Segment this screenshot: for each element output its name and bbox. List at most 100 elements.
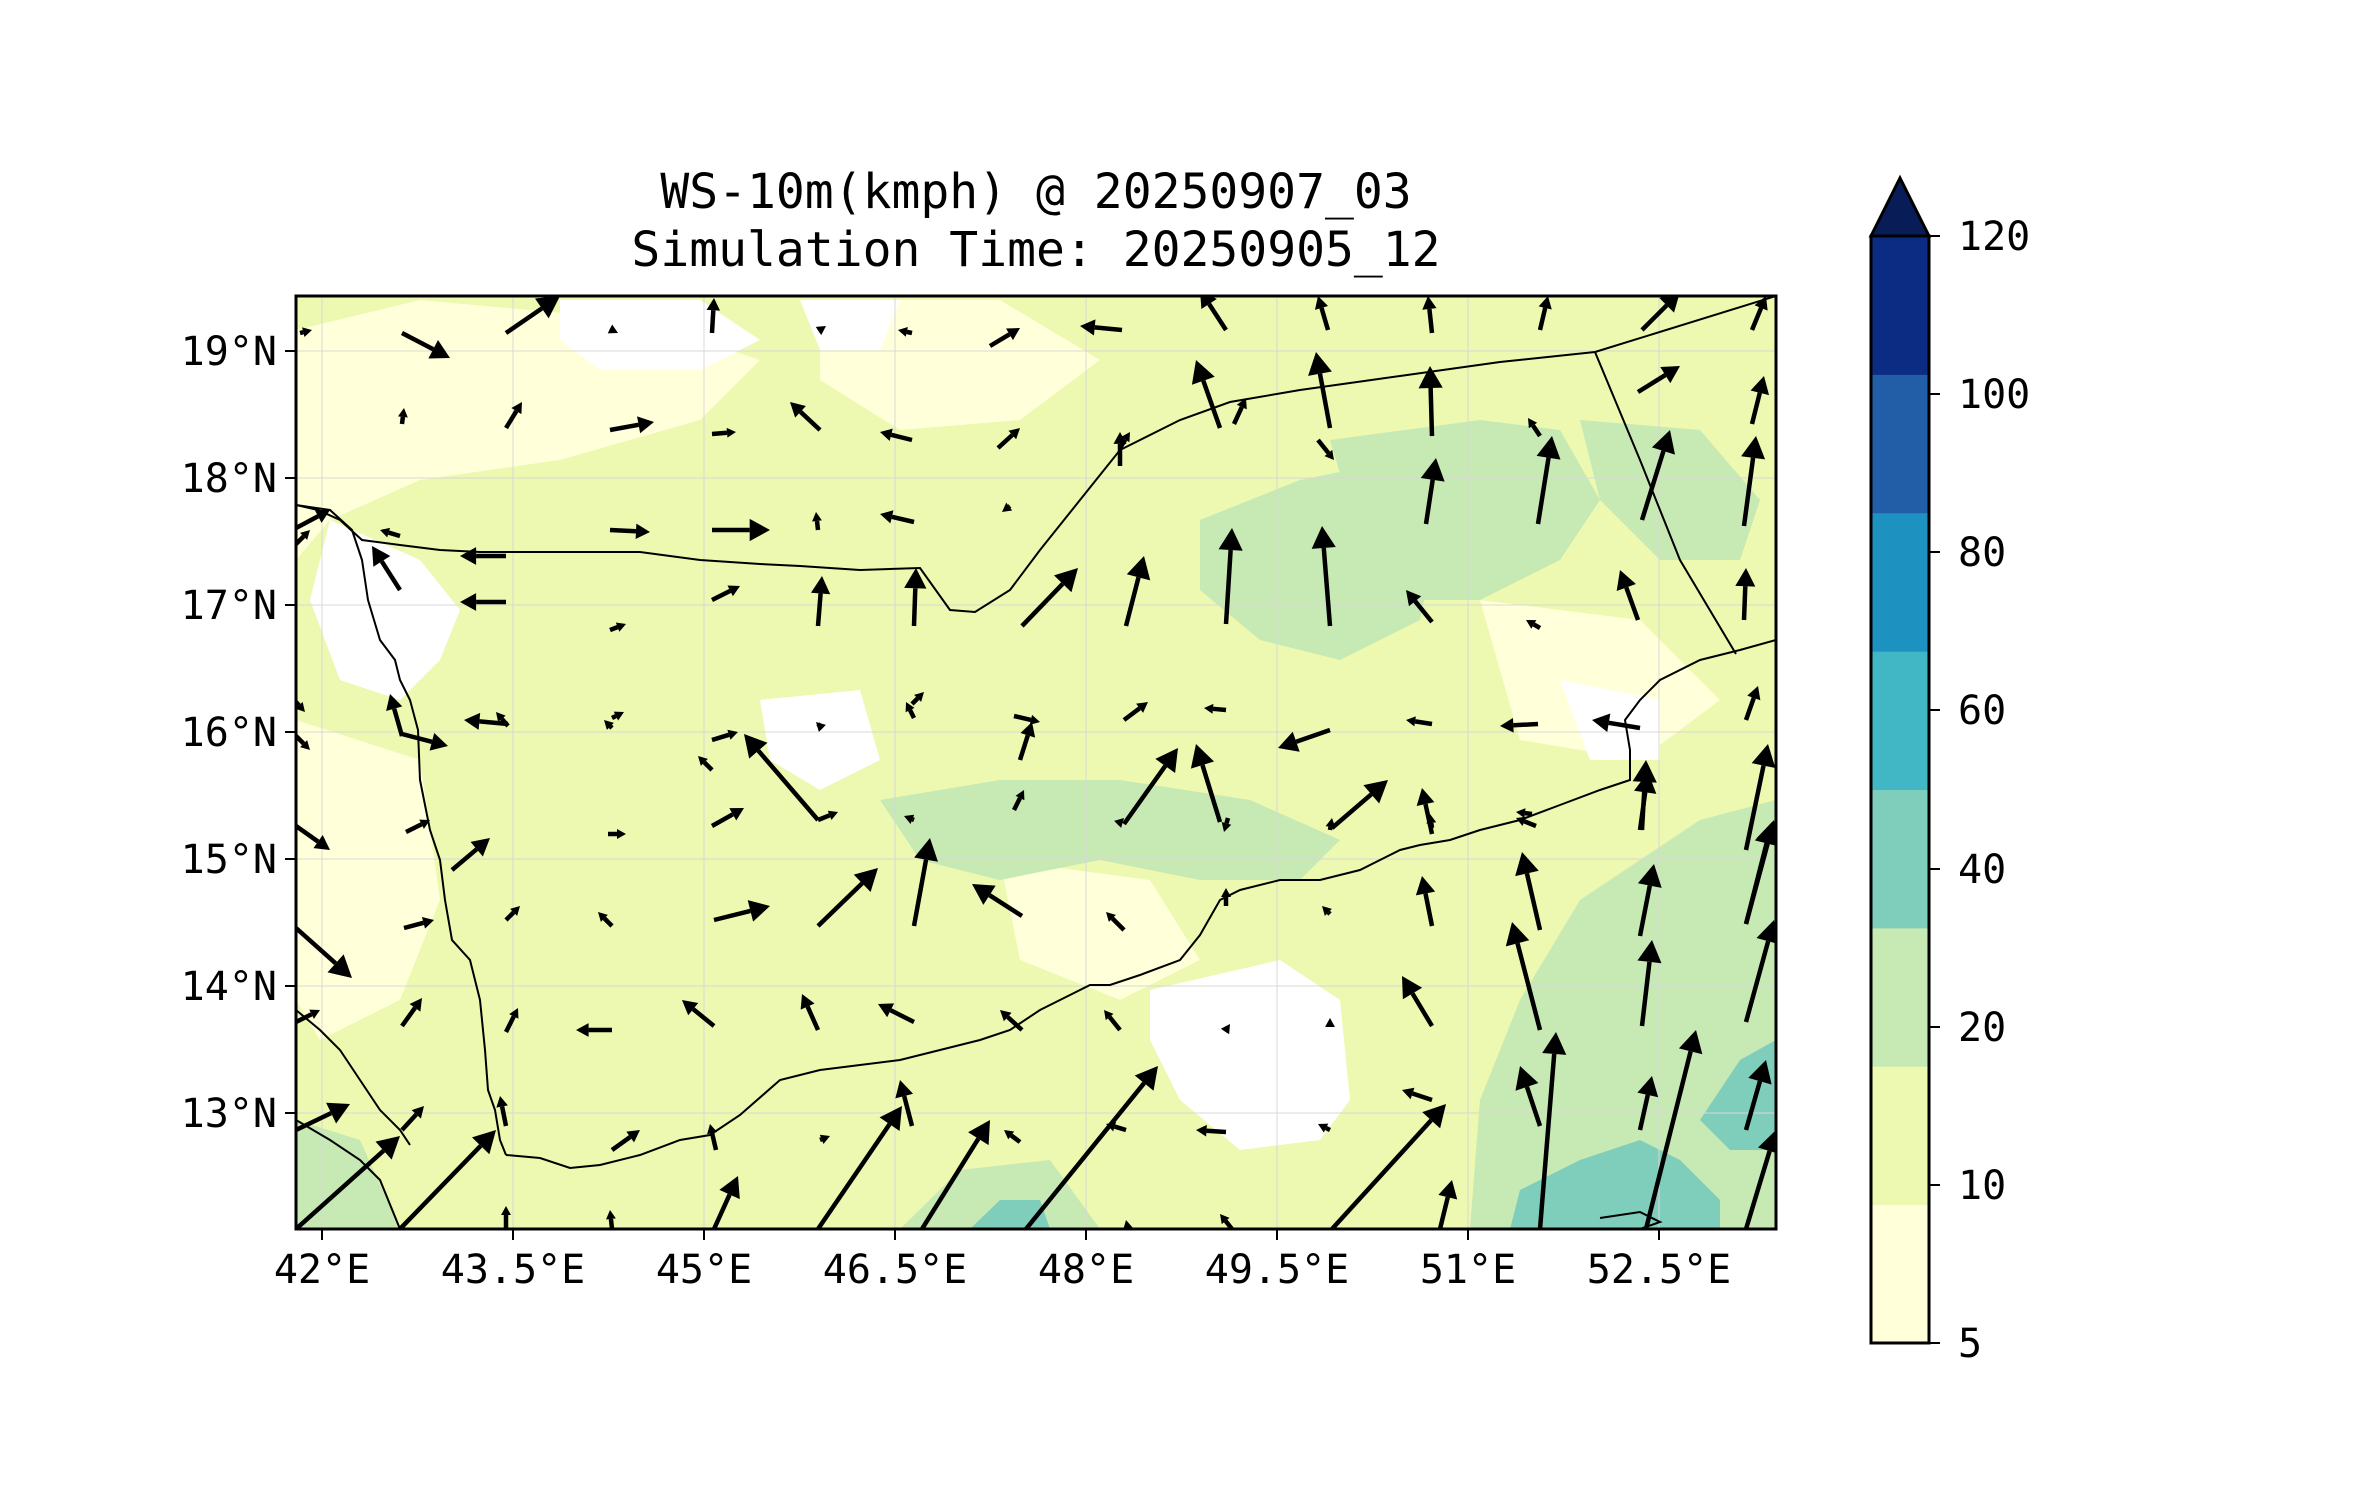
wind-arrow-shaft (1327, 826, 1333, 831)
wind-arrow-head (1422, 1104, 1446, 1129)
wind-arrow-head (309, 1009, 320, 1019)
wind-arrow-head (419, 819, 430, 829)
wind-arrow-shaft (503, 1015, 516, 1034)
gulf-of-aden-coast (505, 639, 1776, 1170)
wind-arrow-head (816, 722, 826, 732)
wind-arrow-head (1634, 772, 1657, 794)
colorbar-tick-label: 60 (1958, 688, 2006, 734)
wind-arrow-head (905, 702, 915, 713)
wind-arrow-shaft (816, 1122, 892, 1229)
wind-arrow-head (1402, 976, 1423, 1000)
wind-arrow-head (1220, 1024, 1230, 1035)
lon-tick-label: 42°E (274, 1247, 370, 1293)
wind-arrow-head (904, 568, 927, 589)
region-mid-wind-south (900, 1160, 1100, 1229)
wind-arrow-head (313, 835, 330, 850)
wind-arrow-shaft (1207, 302, 1228, 332)
map-plot-area (296, 296, 1776, 1229)
wind-arrow-head (1134, 1066, 1158, 1091)
wind-arrow-head (380, 527, 391, 538)
wind-arrow-head (706, 298, 721, 311)
wind-arrow-shaft (1413, 599, 1434, 624)
wind-arrow-shaft (1325, 1126, 1332, 1133)
wind-arrow-head (421, 917, 434, 929)
wind-arrow-head (1002, 502, 1013, 512)
wind-arrow-shaft (709, 310, 716, 334)
wind-arrow-head (1651, 430, 1676, 455)
wind-arrow-head (878, 1003, 895, 1018)
wind-arrow-head (1632, 760, 1657, 783)
lon-tick-label: 49.5°E (1205, 1247, 1350, 1293)
wind-arrow-shaft (1537, 1053, 1557, 1229)
wind-arrow-shaft (1437, 1196, 1450, 1229)
wind-arrow-shaft (400, 331, 435, 352)
wind-arrow-shaft (988, 893, 1024, 918)
wind-arrow-head (397, 408, 408, 418)
wind-arrow-head (302, 327, 312, 337)
wind-arrow-shaft (1113, 1124, 1127, 1133)
wind-arrow-shaft (1743, 697, 1756, 721)
wind-arrow-head (1325, 1018, 1335, 1027)
wind-arrow-shaft (819, 1137, 823, 1143)
wind-arrow-shaft (1531, 424, 1542, 438)
wind-arrow-shaft (500, 717, 510, 728)
wind-arrow-head (810, 576, 831, 595)
wind-arrow-head (972, 884, 996, 905)
wind-arrow-head (615, 622, 626, 632)
colorbar-tick-label: 5 (1958, 1321, 1982, 1367)
wind-arrow-head (1750, 376, 1770, 396)
wind-arrow-shaft (1524, 810, 1533, 817)
wind-arrow-shaft (296, 824, 320, 844)
wind-arrow-shaft (401, 731, 433, 744)
wind-arrow-shaft (1326, 910, 1332, 916)
wind-arrow-shaft (1122, 764, 1168, 826)
wind-arrow-shaft (1017, 734, 1030, 761)
colorbar-tick-label: 20 (1958, 1005, 2006, 1051)
wind-arrow-head (1438, 1180, 1458, 1200)
wind-arrow-shaft (902, 1095, 915, 1127)
wind-arrow-head (1751, 744, 1776, 768)
lat-axis: 19°N 18°N 17°N 16°N 15°N 14°N 13°N (181, 329, 296, 1137)
wind-arrow-head (1536, 436, 1561, 460)
wind-arrow-shaft (1009, 1133, 1022, 1144)
wind-arrow-head (314, 509, 330, 523)
wind-arrow-shaft (609, 625, 619, 633)
wind-arrow-shaft (296, 1012, 313, 1025)
wind-arrow-head (895, 1080, 914, 1099)
wind-arrow-shaft (1749, 307, 1764, 331)
colorbar-tick-label: 120 (1958, 214, 2030, 260)
wind-arrow-shaft (1639, 961, 1652, 1027)
wind-arrow-head (790, 402, 806, 418)
wind-arrow-shaft (1743, 1150, 1772, 1229)
wind-arrow-head (879, 1106, 902, 1131)
wind-arrow-shaft (1011, 797, 1022, 812)
region-calm-central (760, 690, 880, 790)
wind-arrow-head (300, 530, 310, 540)
wind-arrow-shaft (996, 433, 1014, 450)
wind-arrow-shaft (403, 920, 425, 931)
wind-arrow-shaft (1524, 1086, 1543, 1127)
wind-arrow-shaft (1319, 307, 1331, 331)
wind-arrow-shaft (1200, 764, 1223, 823)
region-calm-redsea-north (310, 520, 460, 700)
wind-arrow-head (1406, 716, 1416, 727)
wind-arrow-head (880, 428, 893, 441)
wind-arrow-head (1196, 1124, 1207, 1137)
wind-arrow-head (1592, 713, 1611, 733)
wind-arrow-head (1756, 920, 1776, 944)
wind-arrow-shaft (1224, 817, 1231, 824)
wind-arrow-shaft (1107, 1015, 1122, 1032)
wind-arrow-shaft (910, 696, 920, 706)
wind-arrow-shaft (296, 926, 338, 966)
wind-arrow-shaft (911, 859, 929, 927)
wind-arrow-shaft (399, 416, 406, 425)
wind-arrow-shaft (296, 514, 320, 530)
wind-arrow-shaft (815, 593, 823, 627)
wind-arrow-head (1754, 296, 1768, 311)
wind-arrow-shaft (1317, 373, 1333, 429)
wind-arrow-head (428, 340, 450, 359)
wind-arrow-head (1080, 319, 1096, 336)
wind-arrow-shaft (1411, 1091, 1433, 1103)
wind-arrow-shaft (891, 514, 915, 525)
wind-arrow-shaft (798, 410, 822, 432)
